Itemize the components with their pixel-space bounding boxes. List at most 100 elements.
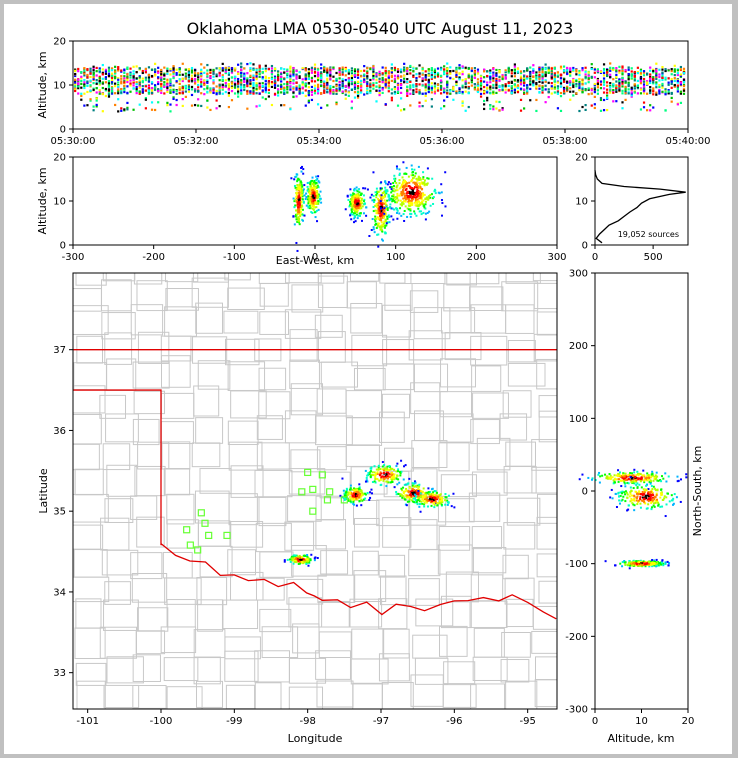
source-point [258, 92, 261, 95]
source-point [661, 76, 664, 79]
source-point [92, 109, 95, 112]
source-point [424, 70, 427, 73]
county-outline [223, 310, 259, 334]
source-point [335, 71, 338, 75]
source-point [83, 104, 86, 107]
source-point [86, 84, 89, 87]
county-outline [75, 662, 107, 686]
source-point [341, 477, 344, 480]
source-point [377, 201, 380, 204]
county-outline [288, 686, 324, 709]
source-point [624, 85, 627, 89]
source-point [98, 79, 101, 83]
source-point [126, 67, 129, 70]
source-point [80, 79, 83, 83]
source-point [353, 96, 357, 99]
source-point [406, 94, 409, 97]
source-point [676, 87, 679, 91]
source-point [434, 495, 437, 498]
source-point [360, 219, 363, 222]
source-point [413, 187, 416, 190]
source-point [556, 92, 560, 95]
source-point [596, 71, 599, 74]
source-point [361, 494, 364, 497]
source-point [83, 78, 86, 82]
source-point [375, 72, 378, 75]
source-point [92, 105, 95, 108]
source-point [172, 75, 175, 78]
source-point [411, 168, 414, 171]
source-point [354, 488, 357, 491]
source-point [230, 82, 234, 85]
source-point [529, 71, 532, 74]
source-point [446, 501, 449, 504]
source-point [602, 74, 606, 77]
source-point [172, 66, 175, 69]
source-point [206, 63, 209, 67]
source-point [320, 72, 323, 75]
source-point [374, 476, 377, 479]
source-point [526, 89, 529, 92]
source-point [398, 212, 401, 215]
source-point [141, 85, 144, 88]
source-point [396, 88, 400, 91]
source-point [411, 485, 414, 488]
county-outline [536, 516, 557, 550]
source-point [120, 75, 123, 78]
source-point [277, 70, 280, 73]
source-point [347, 72, 350, 75]
source-point [209, 108, 212, 112]
source-point [378, 77, 381, 80]
source-point [221, 78, 224, 82]
source-point [206, 69, 209, 72]
source-point [429, 499, 432, 502]
source-point [123, 81, 126, 84]
source-point [384, 202, 387, 205]
source-point [655, 74, 658, 77]
source-point [218, 84, 221, 87]
source-point [621, 92, 624, 95]
source-point [455, 73, 458, 77]
source-point [353, 210, 356, 213]
source-point [273, 69, 277, 72]
source-point [384, 180, 387, 183]
source-point [422, 177, 425, 180]
source-point [596, 69, 599, 73]
source-point [258, 86, 261, 89]
source-point [360, 192, 363, 195]
source-point [627, 81, 630, 84]
source-point [418, 483, 421, 486]
source-point [421, 73, 424, 76]
source-point [467, 105, 470, 109]
source-point [429, 196, 432, 199]
source-point [443, 68, 446, 71]
source-point [421, 498, 424, 501]
source-point [390, 197, 393, 200]
source-point [492, 83, 495, 87]
source-point [535, 71, 538, 74]
source-point [309, 181, 312, 184]
source-point [556, 85, 560, 88]
source-point [627, 92, 630, 95]
source-point [519, 72, 523, 75]
source-point [476, 88, 480, 91]
source-point [154, 68, 157, 71]
source-point [150, 74, 154, 78]
source-point [390, 185, 393, 188]
altitude-eastwest-y-tick-label: 10 [53, 197, 66, 208]
source-point [86, 68, 89, 71]
source-point [267, 91, 270, 95]
source-point [381, 475, 384, 478]
source-point [221, 83, 224, 87]
source-point [606, 81, 609, 84]
source-point [215, 99, 218, 102]
source-point [679, 68, 683, 71]
source-point [163, 83, 166, 86]
source-point [578, 89, 581, 92]
source-point [233, 79, 237, 82]
source-point [375, 193, 378, 196]
county-outline [132, 654, 161, 682]
source-point [381, 196, 384, 199]
source-point [362, 194, 365, 197]
